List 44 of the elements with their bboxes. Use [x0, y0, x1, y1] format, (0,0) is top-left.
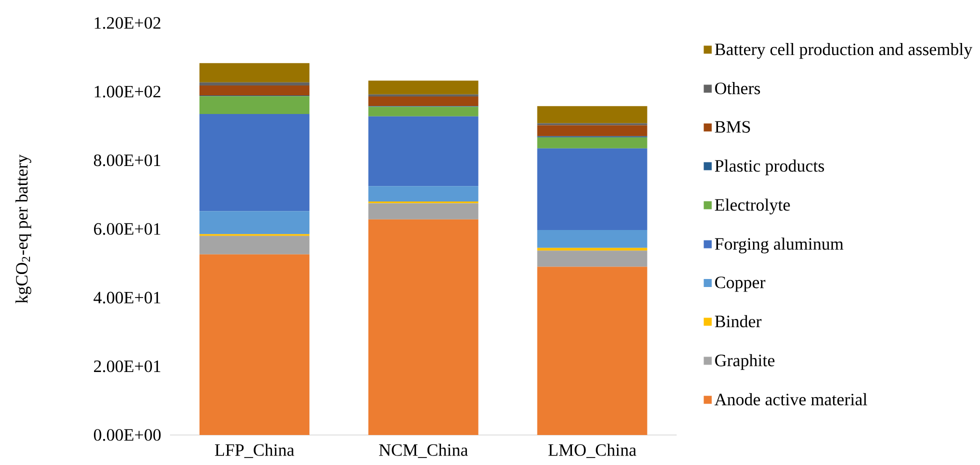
x-tick-label: LFP_China — [214, 444, 294, 458]
y-tick-label: 2.00E+01 — [94, 360, 160, 372]
legend-label: Anode active material — [714, 393, 868, 406]
legend-label: Others — [715, 82, 760, 94]
legend-label: Graphite — [715, 354, 774, 370]
y-tick-label: 1.00E+02 — [94, 86, 160, 98]
bar — [368, 80, 478, 94]
bar — [537, 106, 648, 124]
bar — [537, 266, 648, 435]
legend-label: BMS — [714, 121, 750, 133]
y-tick-label: 4.00E+01 — [94, 292, 160, 304]
bar — [368, 186, 478, 202]
bar — [537, 137, 648, 148]
legend-label: Copper — [715, 276, 766, 292]
y-axis-title: kgCO$_{2}$-eq per battery — [15, 154, 32, 304]
bar — [199, 211, 310, 234]
bar — [199, 254, 310, 435]
bar — [368, 116, 478, 186]
bar — [199, 236, 310, 254]
legend-label: Battery cell production and assembly — [714, 43, 972, 59]
bar — [537, 148, 648, 230]
x-tick-label: NCM_China — [379, 444, 468, 458]
bar — [368, 106, 478, 116]
bar — [537, 250, 648, 267]
legend-label: Electrolyte — [714, 198, 790, 214]
x-tick-label: LMO_China — [548, 444, 636, 458]
bar — [537, 230, 648, 248]
bar — [537, 248, 648, 251]
legend-label: Plastic products — [714, 160, 824, 176]
bar — [368, 219, 478, 435]
y-tick-label: 6.00E+01 — [94, 223, 160, 235]
bar — [199, 85, 310, 96]
bar — [199, 96, 310, 114]
bar — [199, 63, 310, 82]
y-tick-label: 8.00E+01 — [94, 154, 160, 166]
legend-label: Binder — [714, 315, 762, 328]
y-tick-label: 1.20E+02 — [94, 17, 160, 29]
bar — [368, 96, 478, 106]
bar — [368, 203, 478, 220]
y-tick-label: 0.00E+00 — [94, 429, 161, 441]
bar — [537, 125, 648, 136]
bar — [199, 82, 310, 86]
bar — [199, 114, 310, 212]
legend-label: Forging aluminum — [714, 238, 844, 254]
